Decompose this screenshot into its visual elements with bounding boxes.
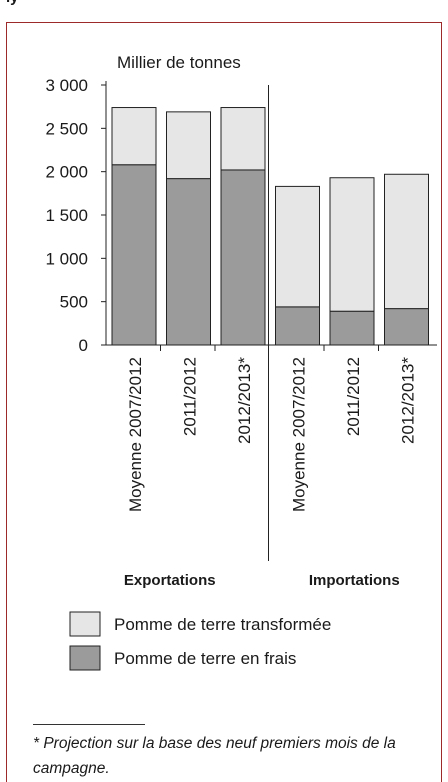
bar-segment-processed — [166, 111, 211, 180]
legend-label: Pomme de terre en frais — [114, 649, 296, 668]
bar-segment-processed — [220, 107, 266, 171]
x-category-label: Moyenne 2007/2012 — [126, 357, 145, 512]
x-category-label: 2011/2012 — [181, 357, 200, 436]
group-label: Importations — [309, 572, 400, 589]
bar-segment-processed — [384, 173, 429, 310]
bar-segment-fresh — [111, 164, 157, 346]
y-tick-label: 0 — [79, 336, 88, 355]
footnote-rule — [33, 724, 145, 725]
page-header-fragment: ly — [6, 0, 86, 22]
x-category-label: Moyenne 2007/2012 — [290, 357, 309, 512]
stacked-bar-chart: Millier de tonnes 0 500 1 000 1 500 2 000 2 50… — [45, 53, 437, 671]
x-category-label: 2011/2012 — [344, 357, 363, 436]
bar-segment-fresh — [329, 310, 375, 346]
figure-frame: Millier de tonnes 0 500 1 000 1 500 2 000 2 50… — [6, 22, 442, 782]
footnote-text: * Projection sur la base des neuf premie… — [33, 735, 396, 777]
y-axis-label: Millier de tonnes — [117, 53, 241, 72]
x-category-label: 2012/2013* — [399, 357, 418, 444]
y-tick-label: 3 000 — [45, 76, 88, 95]
x-category-label: 2012/2013* — [235, 357, 254, 444]
bar-segment-processed — [329, 177, 375, 312]
bar-segment-fresh — [384, 308, 429, 346]
legend-swatch — [69, 611, 101, 637]
bar-segment-fresh — [166, 178, 211, 346]
bar-segment-processed — [111, 107, 157, 166]
bar-segment-processed — [275, 185, 320, 308]
bar-segment-fresh — [220, 169, 266, 346]
bar-segment-fresh — [275, 306, 320, 346]
group-label: Exportations — [124, 572, 216, 589]
y-tick-label: 2 500 — [45, 119, 88, 138]
y-tick-label: 2 000 — [45, 163, 88, 182]
y-tick-label: 500 — [60, 293, 88, 312]
y-tick-label: 1 000 — [45, 249, 88, 268]
legend-swatch — [69, 645, 101, 671]
legend-label: Pomme de terre transformée — [114, 615, 331, 634]
y-tick-label: 1 500 — [45, 206, 88, 225]
header-fragment-text: ly — [6, 0, 19, 6]
